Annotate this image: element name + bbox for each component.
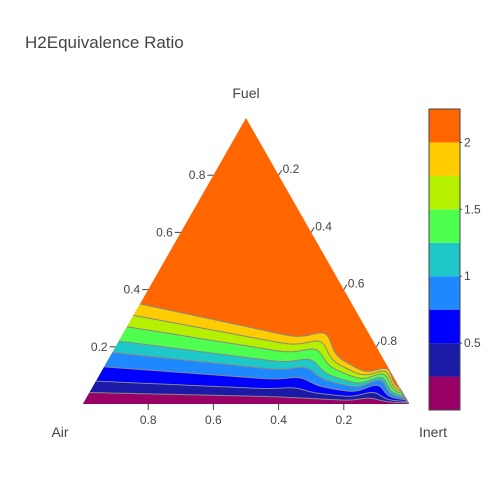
colorbar-segment-5 <box>429 209 460 243</box>
inert-tick-label: 0.8 <box>380 334 397 348</box>
fuel-tick-label: 0.4 <box>124 283 141 297</box>
contour-line-1 <box>95 380 409 404</box>
air-tick-label: 0.6 <box>205 413 222 427</box>
inert-tick-label: 0.6 <box>348 277 365 291</box>
colorbar-segment-6 <box>429 175 460 210</box>
contour-band-0 <box>83 392 409 404</box>
contour-lines <box>89 303 409 404</box>
contour-line-0 <box>89 392 409 404</box>
axis-tick-labels: 0.2 0.4 0.6 0.8 0.2 0.4 0.6 0.8 0.2 0.4 0.6 0.8 <box>91 162 397 427</box>
inert-tick <box>278 169 283 176</box>
colorbar-tick-label: 1 <box>464 269 471 283</box>
colorbar-segment-4 <box>429 242 460 277</box>
inert-tick-label: 0.4 <box>315 219 332 233</box>
axis-title-air: Air <box>51 424 68 440</box>
colorbar-segment-0 <box>429 376 460 410</box>
axis-title-inert: Inert <box>419 424 447 440</box>
contour-line-2 <box>104 366 409 403</box>
contour-fills <box>83 118 409 404</box>
colorbar-segment-7 <box>429 142 460 176</box>
colorbar-frame <box>428 108 461 411</box>
air-tick-label: 0.2 <box>335 413 352 427</box>
contour-line-3 <box>112 352 409 403</box>
colorbar-segment-8 <box>429 109 460 143</box>
inert-tick <box>310 227 315 233</box>
contour-line-6 <box>133 314 409 403</box>
air-tick-label: 0.8 <box>140 413 157 427</box>
colorbar-segment-1 <box>429 343 460 377</box>
fuel-tick-label: 0.6 <box>156 225 173 239</box>
axis-ticks <box>109 169 380 410</box>
colorbar-tick-label: 1.5 <box>464 202 481 216</box>
colorbar-tick-label: 2 <box>464 135 471 149</box>
inert-tick-label: 0.2 <box>283 162 300 176</box>
inert-tick <box>343 284 348 290</box>
colorbar-segment-2 <box>429 309 460 344</box>
axis-title-fuel: Fuel <box>232 85 259 101</box>
chart-title: H2Equivalence Ratio <box>25 33 184 52</box>
contour-line-7 <box>139 303 409 403</box>
fuel-tick-label: 0.8 <box>189 168 206 182</box>
fuel-tick-label: 0.2 <box>91 340 108 354</box>
air-tick-label: 0.4 <box>270 413 287 427</box>
colorbar: 0.5 1 1.5 2 <box>428 108 481 411</box>
colorbar-segment-3 <box>429 276 460 310</box>
contour-line-4 <box>118 340 409 403</box>
contour-line-5 <box>126 326 409 403</box>
inert-tick <box>375 341 380 348</box>
colorbar-tick-label: 0.5 <box>464 336 481 350</box>
